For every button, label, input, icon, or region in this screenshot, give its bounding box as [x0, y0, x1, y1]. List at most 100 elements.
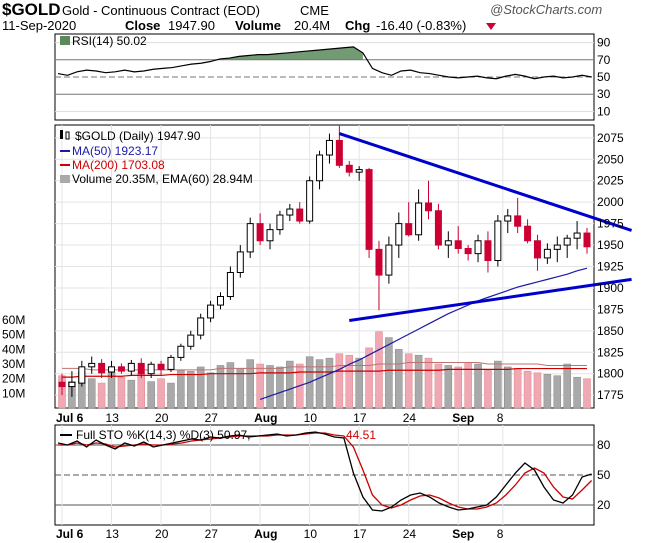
candle-body: [108, 366, 116, 373]
volume-tick-label: 50M: [2, 328, 25, 342]
close-label: Close: [125, 18, 160, 33]
candle-body: [296, 208, 304, 222]
price-legend: $GOLD (Daily) 1947.90 MA(50) 1923.17 MA(…: [60, 129, 253, 186]
volume-bar: [97, 382, 106, 409]
volume-tick-label: 60M: [2, 313, 25, 327]
candle-body: [236, 251, 244, 274]
price-tick-label: 1875: [597, 302, 624, 316]
candle-body: [187, 334, 195, 347]
volume-tick-label: 20M: [2, 372, 25, 386]
candle-body: [157, 363, 165, 370]
candle-body: [137, 362, 145, 375]
price-tick-label: 1900: [597, 281, 624, 295]
volume-bar: [484, 369, 492, 409]
volume-bar: [236, 368, 245, 409]
candle-body: [563, 237, 571, 246]
volume-bar: [404, 353, 413, 409]
volume-bar: [523, 371, 532, 409]
price-tick-label: 2025: [597, 174, 624, 188]
volume-bar: [543, 374, 552, 409]
candle-body: [207, 304, 215, 319]
stochastic-panel: 20 50 80 Jul 6 13 20 27 Aug 10 17 24 Sep 8 Full STO…: [54, 424, 611, 541]
volume-bar: [226, 362, 235, 409]
legend-ma200: MA(200) 1703.08: [72, 158, 165, 172]
price-tick-label: 1775: [597, 388, 624, 402]
volume-bar: [474, 363, 482, 409]
volume-tick-label: 40M: [2, 342, 25, 356]
rsi-panel: 10 30 50 70 90 RSI(14) 50.02: [54, 33, 611, 121]
legend-ma50: MA(50) 1923.17: [72, 144, 158, 158]
candle-body: [365, 169, 373, 250]
price-tick-label: 2000: [597, 195, 624, 209]
volume-bar: [206, 372, 215, 409]
volume-bar: [187, 371, 195, 409]
sto-label: Full STO %K(14,3) %D(3) 50.97,: [76, 428, 251, 442]
candle-body: [127, 362, 135, 372]
candle-body: [58, 381, 66, 388]
candle-body: [276, 214, 284, 231]
candle-body: [246, 223, 254, 253]
sto-x-tick-label: Sep: [452, 527, 474, 541]
candle-body: [444, 240, 452, 246]
candle-body: [68, 381, 76, 388]
candle-body: [78, 366, 86, 384]
price-x-tick-label: 8: [497, 411, 504, 425]
price-x-tick-label: Jul 6: [56, 411, 84, 425]
rsi-label: RSI(14) 50.02: [72, 34, 147, 48]
sto-tick-label: 80: [597, 438, 611, 452]
ma50-line: [259, 267, 588, 400]
volume-bar: [385, 337, 393, 409]
candle-body: [167, 356, 175, 370]
sto-x-tick-label: 20: [155, 527, 169, 541]
candle-body: [385, 244, 393, 276]
rsi-tick-label: 70: [597, 53, 611, 67]
candle-body: [345, 164, 353, 173]
candle-body: [573, 232, 581, 239]
volume-bar: [87, 378, 96, 409]
price-tick-label: 2050: [597, 152, 624, 166]
price-tick-label: 1975: [597, 217, 624, 231]
candle-legend-icon-2: [65, 131, 70, 140]
sto-x-tick-label: Aug: [254, 527, 277, 541]
close-value: 1947.90: [168, 18, 215, 33]
price-panel: 1775 1800 1825 1850 1875 1900 1925 1950 1975 2000…: [2, 124, 633, 425]
candle-body: [405, 223, 413, 236]
sto-x-tick-label: Jul 6: [56, 527, 84, 541]
volume-bar: [533, 372, 542, 409]
candle-body: [553, 244, 561, 250]
rsi-legend-icon: [60, 36, 70, 45]
volume-bar: [414, 354, 423, 409]
volume-bar: [147, 381, 155, 409]
price-x-tick-label: 24: [403, 411, 417, 425]
volume-tick-label: 10M: [2, 386, 25, 400]
volume-bar: [553, 375, 562, 409]
candle-body: [98, 362, 106, 374]
change-label: Chg: [345, 18, 370, 33]
volume-bar: [196, 366, 205, 409]
sto-frame: [54, 424, 595, 526]
candle-body: [434, 210, 442, 246]
candle-body: [484, 240, 492, 261]
volume-bar: [117, 376, 126, 409]
candle-body: [524, 225, 532, 242]
price-x-tick-label: 13: [106, 411, 120, 425]
candle-body: [395, 223, 403, 246]
candle-legend-icon: [60, 130, 63, 139]
chart-contract-name: Gold - Continuous Contract (EOD): [62, 3, 260, 18]
volume-bar: [454, 366, 462, 409]
candle-body: [177, 345, 185, 358]
volume-bar: [365, 347, 373, 409]
volume-bar: [286, 360, 294, 409]
chart-exchange: CME: [300, 3, 329, 18]
candle-body: [543, 248, 551, 259]
sto-x-tick-label: 17: [353, 527, 367, 541]
volume-bar: [583, 378, 591, 409]
trendline: [349, 277, 632, 323]
volume-bar: [375, 331, 383, 409]
sto-x-tick-label: 8: [497, 527, 504, 541]
sto-x-tick-label: 27: [205, 527, 219, 541]
candle-body: [316, 154, 324, 182]
volume-bar: [355, 357, 363, 409]
volume-bar: [127, 379, 136, 409]
